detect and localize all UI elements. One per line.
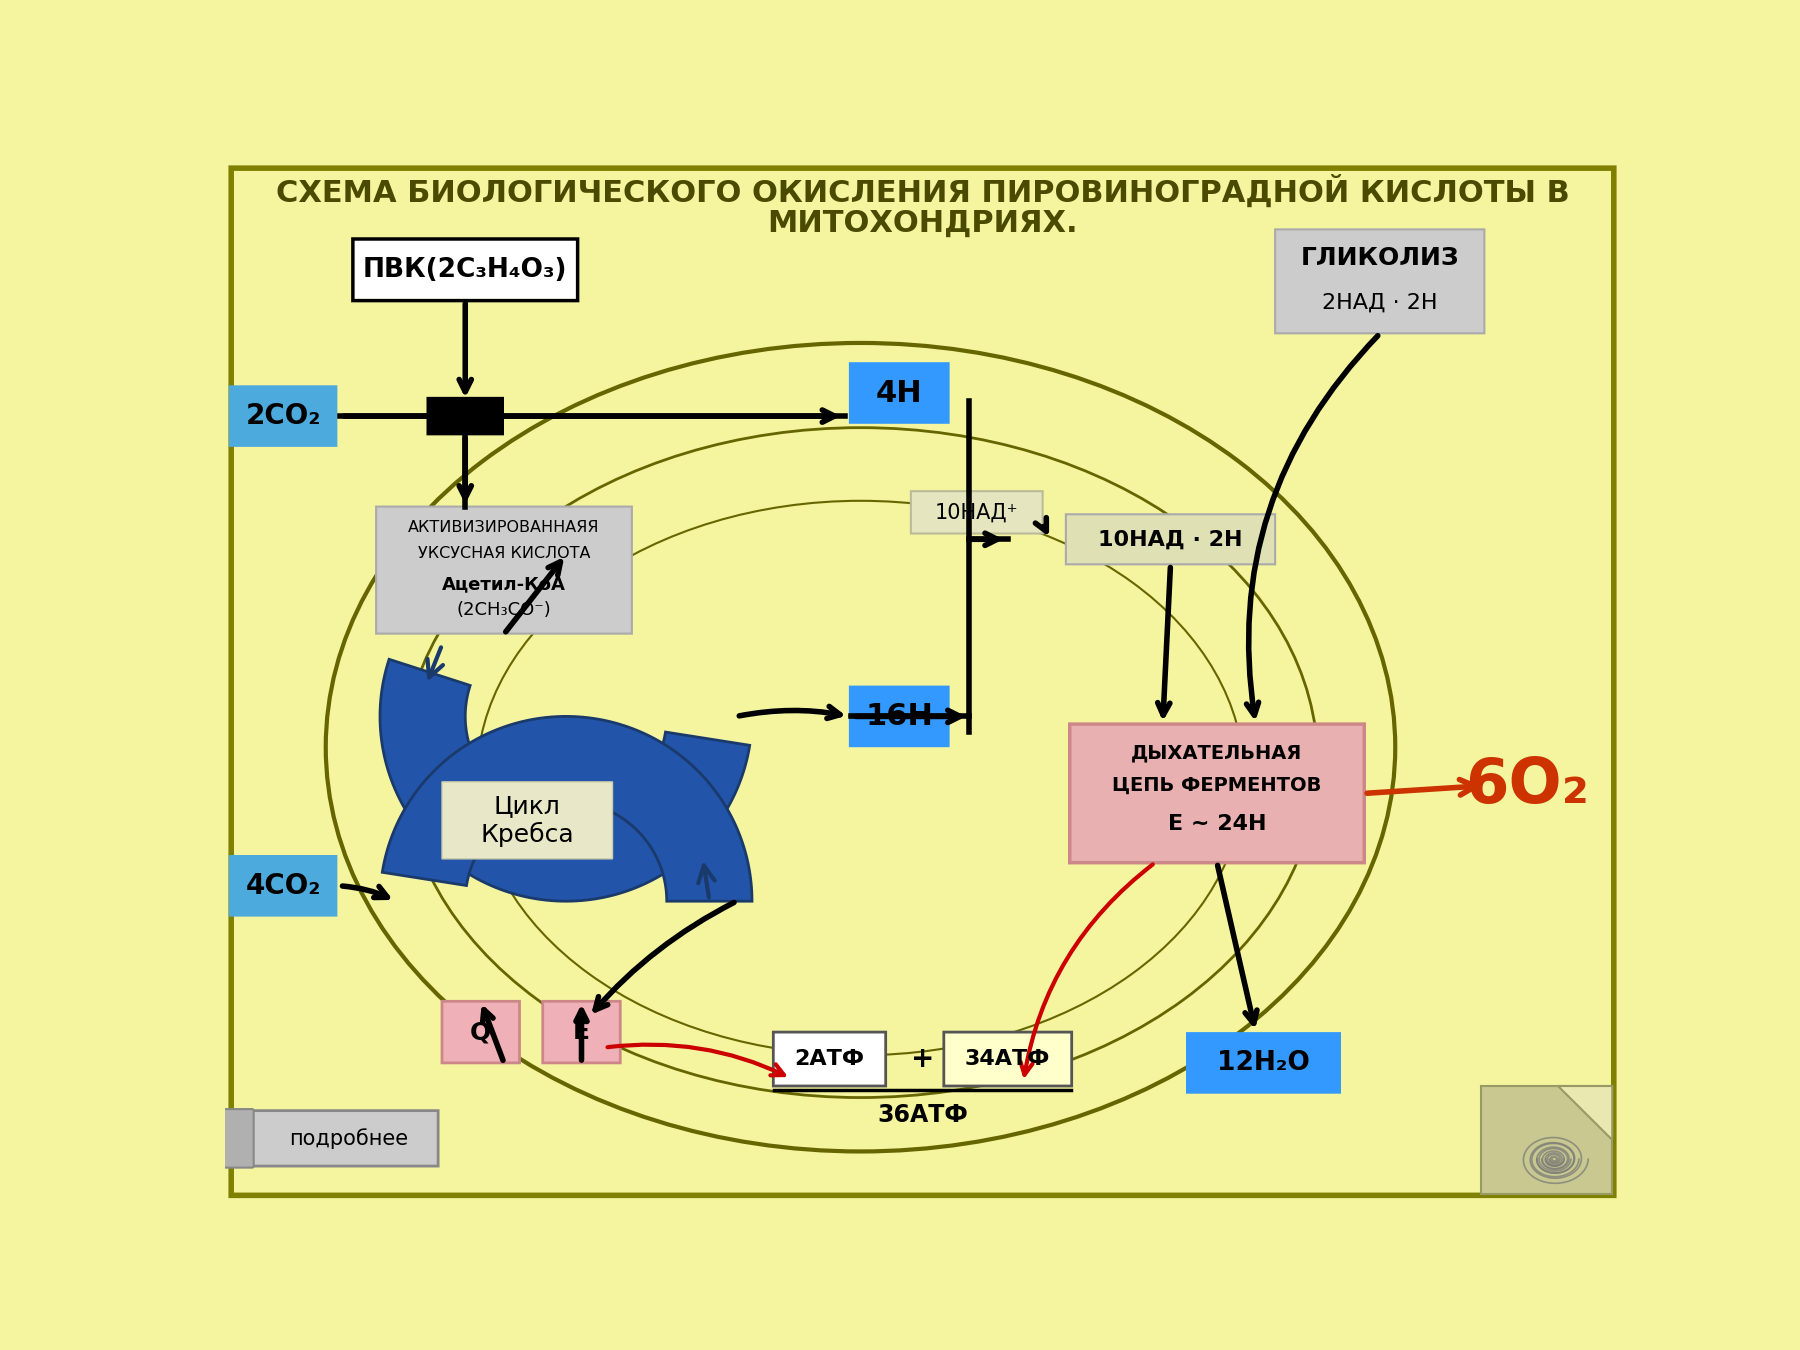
Text: Ацетил-КоА: Ацетил-КоА (443, 575, 565, 593)
FancyBboxPatch shape (252, 1111, 437, 1166)
Text: 2НАД · 2H: 2НАД · 2H (1321, 293, 1438, 313)
FancyBboxPatch shape (544, 1002, 621, 1062)
FancyBboxPatch shape (229, 855, 337, 917)
Text: (2СН₃СО⁻): (2СН₃СО⁻) (457, 601, 551, 620)
Text: 16H: 16H (866, 702, 932, 730)
Polygon shape (380, 659, 751, 902)
Text: 2АТФ: 2АТФ (794, 1049, 864, 1069)
FancyBboxPatch shape (1274, 230, 1485, 333)
Polygon shape (382, 717, 752, 902)
Text: Цикл
Кребса: Цикл Кребса (481, 794, 574, 846)
Text: 6O₂: 6O₂ (1465, 756, 1589, 815)
Text: 12H₂O: 12H₂O (1217, 1050, 1310, 1076)
FancyBboxPatch shape (850, 362, 950, 424)
FancyBboxPatch shape (427, 397, 504, 435)
Polygon shape (1480, 1085, 1613, 1193)
FancyBboxPatch shape (223, 1110, 254, 1168)
FancyBboxPatch shape (1066, 514, 1274, 564)
Text: 10НАД⁺: 10НАД⁺ (934, 502, 1019, 522)
Text: 4H: 4H (877, 378, 923, 408)
FancyBboxPatch shape (376, 506, 632, 633)
Text: +: + (911, 1045, 934, 1073)
Text: ПВК(2С₃H₄O₃): ПВК(2С₃H₄O₃) (364, 256, 567, 282)
FancyBboxPatch shape (943, 1033, 1071, 1085)
Text: Е ~ 24H: Е ~ 24H (1168, 814, 1265, 834)
Text: ДЫХАТЕЛЬНАЯ: ДЫХАТЕЛЬНАЯ (1132, 744, 1303, 763)
Text: АКТИВИЗИРОВАННАЯЯ: АКТИВИЗИРОВАННАЯЯ (409, 520, 599, 535)
FancyBboxPatch shape (774, 1033, 886, 1085)
Text: E: E (572, 1021, 590, 1044)
FancyBboxPatch shape (850, 686, 950, 747)
Polygon shape (1559, 1085, 1613, 1139)
Text: 36АТФ: 36АТФ (877, 1103, 968, 1127)
FancyBboxPatch shape (443, 782, 612, 859)
FancyBboxPatch shape (911, 491, 1042, 533)
FancyBboxPatch shape (229, 385, 337, 447)
Text: подробнее: подробнее (290, 1129, 409, 1149)
FancyBboxPatch shape (353, 239, 578, 301)
FancyBboxPatch shape (1069, 724, 1364, 863)
FancyBboxPatch shape (443, 1002, 520, 1062)
Text: ЦЕПЬ ФЕРМЕНТОВ: ЦЕПЬ ФЕРМЕНТОВ (1112, 776, 1321, 795)
Text: УКСУСНАЯ КИСЛОТА: УКСУСНАЯ КИСЛОТА (418, 545, 590, 560)
Text: Q: Q (470, 1021, 491, 1044)
Text: 10НАД · 2H: 10НАД · 2H (1098, 529, 1242, 549)
Text: 2CO₂: 2CO₂ (245, 402, 320, 431)
Text: СХЕМА БИОЛОГИЧЕСКОГО ОКИСЛЕНИЯ ПИРОВИНОГРАДНОЙ КИСЛОТЫ В: СХЕМА БИОЛОГИЧЕСКОГО ОКИСЛЕНИЯ ПИРОВИНОГ… (275, 174, 1570, 208)
Text: 34АТФ: 34АТФ (965, 1049, 1051, 1069)
Text: ГЛИКОЛИЗ: ГЛИКОЛИЗ (1300, 246, 1460, 270)
FancyBboxPatch shape (1186, 1033, 1341, 1094)
Text: МИТОХОНДРИЯХ.: МИТОХОНДРИЯХ. (767, 209, 1078, 238)
Text: 4CO₂: 4CO₂ (245, 872, 320, 900)
